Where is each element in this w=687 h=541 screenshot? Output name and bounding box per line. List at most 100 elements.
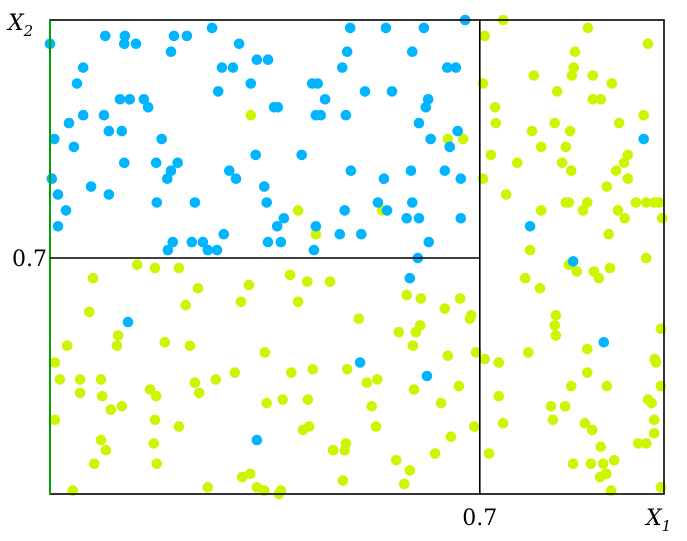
data-point-class-1 xyxy=(302,276,313,287)
data-point-class-1 xyxy=(372,374,383,385)
data-point-class-1 xyxy=(564,125,576,137)
data-point-class-1 xyxy=(370,421,382,432)
data-point-class-1 xyxy=(485,149,497,161)
data-point-class-1 xyxy=(519,272,531,284)
data-point-class-1 xyxy=(49,357,61,368)
data-point-class-1 xyxy=(483,448,495,459)
data-point-class-1 xyxy=(577,205,589,216)
data-point-class-1 xyxy=(490,117,502,129)
data-point-class-1 xyxy=(650,357,662,368)
data-point-class-1 xyxy=(556,157,568,169)
data-point-class-1 xyxy=(601,380,613,392)
data-point-class-2 xyxy=(262,236,274,248)
data-point-class-2 xyxy=(345,165,357,176)
data-point-class-2 xyxy=(98,109,110,121)
data-point-class-2 xyxy=(250,149,261,161)
data-point-class-1 xyxy=(401,289,413,301)
data-point-class-1 xyxy=(595,441,607,453)
data-point-class-1 xyxy=(54,374,66,385)
data-point-class-1 xyxy=(61,340,73,352)
points-layer xyxy=(44,14,668,500)
data-point-class-2 xyxy=(638,133,649,145)
data-point-class-2 xyxy=(442,62,453,73)
data-point-class-2 xyxy=(227,62,239,73)
data-point-class-2 xyxy=(407,197,418,208)
data-point-class-1 xyxy=(606,78,618,89)
data-point-class-2 xyxy=(423,236,435,248)
data-point-class-1 xyxy=(84,306,95,318)
data-point-class-1 xyxy=(566,70,578,81)
data-point-class-1 xyxy=(648,414,660,426)
data-point-class-2 xyxy=(77,109,89,121)
split-lines xyxy=(50,20,481,494)
data-point-class-1 xyxy=(292,296,304,308)
data-point-class-1 xyxy=(457,133,469,145)
data-point-class-2 xyxy=(206,22,218,34)
data-point-class-1 xyxy=(618,157,630,169)
data-point-class-1 xyxy=(646,397,657,409)
data-point-class-1 xyxy=(341,364,353,375)
data-point-class-2 xyxy=(407,46,418,57)
data-point-class-1 xyxy=(49,414,61,426)
data-point-class-1 xyxy=(595,94,607,105)
data-point-class-2 xyxy=(156,133,167,145)
data-point-class-2 xyxy=(103,125,115,137)
data-point-class-1 xyxy=(116,401,128,412)
data-point-class-2 xyxy=(378,173,390,184)
data-point-class-1 xyxy=(286,367,297,378)
y-axis-label: X2 xyxy=(6,11,33,40)
data-point-class-2 xyxy=(172,157,183,169)
data-point-class-1 xyxy=(404,465,416,476)
data-point-class-2 xyxy=(142,102,154,113)
data-point-class-2 xyxy=(344,22,356,34)
data-point-class-1 xyxy=(245,109,257,121)
x-tick-label: 0.7 xyxy=(462,506,497,531)
data-point-class-1 xyxy=(469,421,480,432)
data-point-class-2 xyxy=(341,46,353,57)
data-point-class-1 xyxy=(87,272,99,284)
data-point-class-1 xyxy=(586,424,598,436)
data-point-class-1 xyxy=(310,228,322,240)
data-point-class-1 xyxy=(563,197,575,208)
data-point-class-1 xyxy=(180,299,191,311)
data-point-class-1 xyxy=(534,283,546,294)
data-point-class-1 xyxy=(439,303,451,314)
data-point-class-1 xyxy=(453,380,465,392)
data-point-class-2 xyxy=(100,30,111,42)
data-point-class-2 xyxy=(167,236,179,248)
data-point-class-2 xyxy=(162,173,173,184)
data-point-class-2 xyxy=(130,38,142,50)
data-point-class-1 xyxy=(582,343,593,355)
data-point-class-1 xyxy=(173,262,185,274)
data-point-class-2 xyxy=(598,337,610,348)
data-point-class-2 xyxy=(452,125,464,137)
data-point-class-2 xyxy=(165,46,177,57)
data-point-class-1 xyxy=(243,279,255,291)
data-point-class-1 xyxy=(151,458,163,470)
data-point-class-2 xyxy=(413,117,425,129)
data-point-class-1 xyxy=(587,70,599,81)
data-point-class-1 xyxy=(535,205,547,216)
data-point-class-2 xyxy=(404,272,416,284)
data-point-class-1 xyxy=(149,414,161,426)
data-point-class-2 xyxy=(308,244,320,256)
data-point-class-1 xyxy=(593,272,605,284)
data-point-class-1 xyxy=(111,340,123,352)
data-point-class-1 xyxy=(415,293,427,304)
data-point-class-2 xyxy=(233,38,245,50)
data-point-class-2 xyxy=(68,141,80,153)
data-point-class-1 xyxy=(566,165,577,176)
data-point-class-2 xyxy=(372,197,384,208)
data-point-class-1 xyxy=(210,374,222,385)
data-point-class-1 xyxy=(149,262,161,274)
data-point-class-2 xyxy=(272,102,284,113)
data-point-class-1 xyxy=(640,438,652,449)
data-point-class-1 xyxy=(408,384,420,395)
data-point-class-2 xyxy=(422,94,434,105)
data-point-class-2 xyxy=(49,133,60,145)
data-point-class-1 xyxy=(568,62,579,73)
data-point-class-1 xyxy=(324,276,336,287)
data-point-class-1 xyxy=(622,149,634,161)
data-point-class-2 xyxy=(60,205,72,216)
data-point-class-2 xyxy=(339,205,351,216)
